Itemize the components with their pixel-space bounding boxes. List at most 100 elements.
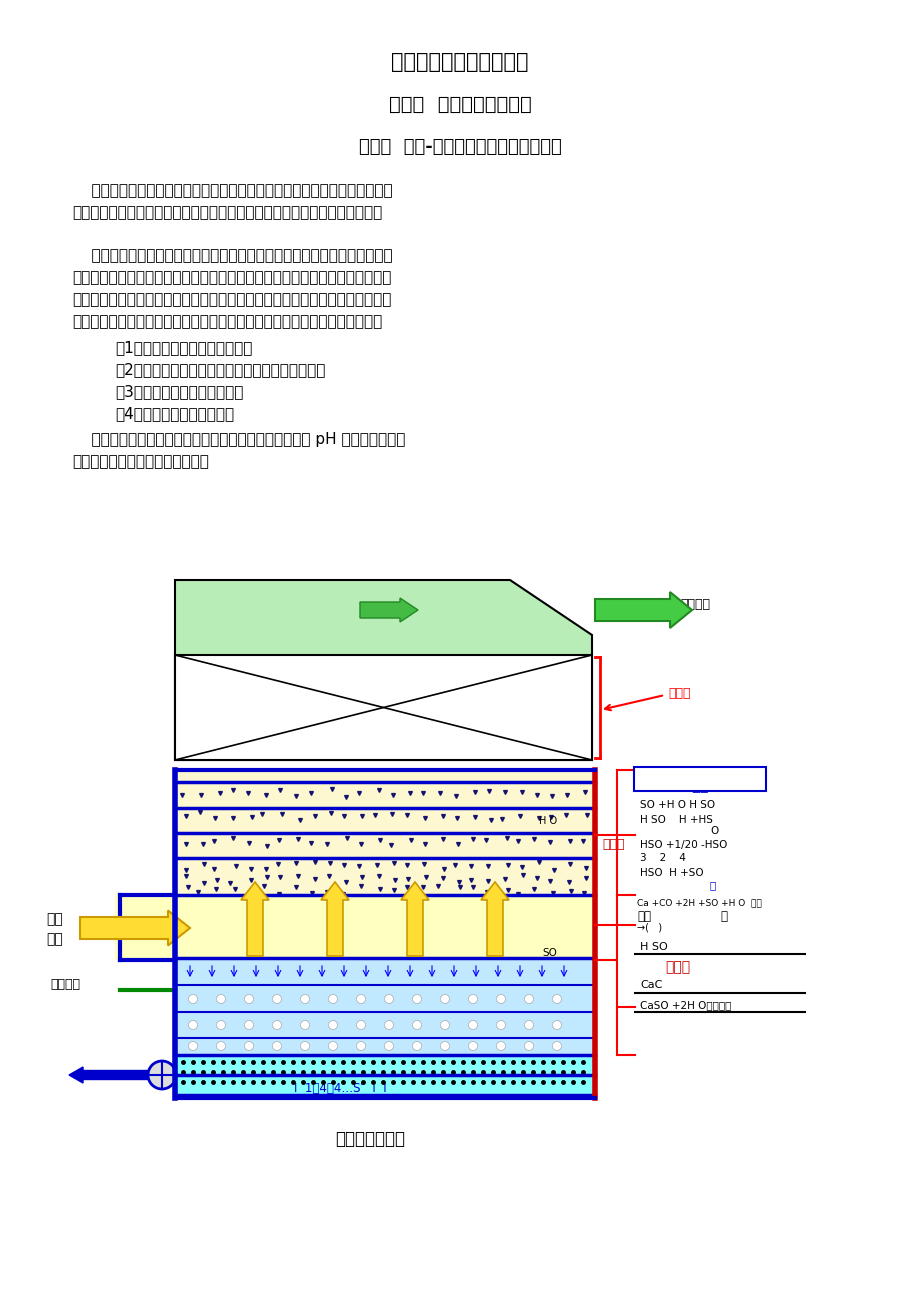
Circle shape [188,1021,198,1030]
Circle shape [328,1042,337,1051]
Circle shape [412,1021,421,1030]
Polygon shape [175,958,595,1055]
FancyArrow shape [321,881,348,956]
Text: （1）混合液加入新鲜的吸收液；: （1）混合液加入新鲜的吸收液； [115,340,252,355]
Text: 除雾器: 除雾器 [667,687,690,700]
Circle shape [328,995,337,1004]
Text: 区二: 区二 [636,910,651,923]
Text: 牛: 牛 [720,910,726,923]
Text: 吸收区: 吸收区 [601,838,624,852]
Text: SO +H O H SO: SO +H O H SO [640,799,714,810]
Circle shape [496,995,505,1004]
Circle shape [272,995,281,1004]
Circle shape [384,1021,393,1030]
Circle shape [440,1021,449,1030]
FancyArrow shape [595,592,691,628]
FancyArrow shape [481,881,508,956]
Circle shape [468,1021,477,1030]
Text: O: O [709,825,718,836]
Circle shape [468,995,477,1004]
Circle shape [496,1021,505,1030]
Text: （2）吸收烟气中的二氧化硫并反应生成亚硫酸钙；: （2）吸收烟气中的二氧化硫并反应生成亚硫酸钙； [115,362,325,378]
Circle shape [440,1042,449,1051]
Text: 新鲜的吸收剂是由石灰加适量的水溶解制备而成，根据 pH 值和二氧化硫负: 新鲜的吸收剂是由石灰加适量的水溶解制备而成，根据 pH 值和二氧化硫负 [72,432,405,447]
Circle shape [216,995,225,1004]
Circle shape [384,1042,393,1051]
Circle shape [412,995,421,1004]
Circle shape [244,1042,254,1051]
FancyArrow shape [241,881,268,956]
Circle shape [552,1042,561,1051]
Circle shape [440,995,449,1004]
Text: CaC: CaC [640,980,662,990]
Circle shape [468,1042,477,1051]
Circle shape [301,995,309,1004]
Circle shape [412,1042,421,1051]
Text: 第一节  石灰-石膏湿法脱硫工艺过程简介: 第一节 石灰-石膏湿法脱硫工艺过程简介 [358,138,561,156]
Text: （3）氧化亚硫酸钙生成石膏；: （3）氧化亚硫酸钙生成石膏； [115,384,244,398]
Text: 荷配定的吸收剂直接加入脱硫塔。: 荷配定的吸收剂直接加入脱硫塔。 [72,454,209,469]
Circle shape [524,1021,533,1030]
Text: 面。这些液滴与塔内烟气逆流接触，发生传质与吸收反应，烟气中的二氧化硫、: 面。这些液滴与塔内烟气逆流接触，发生传质与吸收反应，烟气中的二氧化硫、 [72,270,391,285]
Text: H SO    H +HS: H SO H +HS [640,815,712,825]
Text: SO: SO [542,948,557,958]
Text: 塔底部的氧化区完成并最终形成石膏晶体。该工艺过程布置简单，主要如下：: 塔底部的氧化区完成并最终形成石膏晶体。该工艺过程布置简单，主要如下： [72,314,381,329]
FancyArrow shape [69,1068,148,1083]
Circle shape [216,1042,225,1051]
Text: H SO: H SO [640,943,667,952]
Circle shape [244,995,254,1004]
Polygon shape [175,579,591,760]
Text: 进口: 进口 [47,932,63,947]
Circle shape [384,995,393,1004]
Circle shape [524,995,533,1004]
Text: 第一篇脱硫系统运行规范: 第一篇脱硫系统运行规范 [391,52,528,72]
Polygon shape [115,894,175,960]
Circle shape [301,1021,309,1030]
Text: （4）从吸收液中分离石膏。: （4）从吸收液中分离石膏。 [115,406,233,421]
Text: 烟气出口: 烟气出口 [679,598,709,611]
FancyArrow shape [80,910,190,945]
Text: 吸收液通过喷嘴雾化喷入脱硫塔，分散成细小的液滴并覆盖脱硫塔的整个断: 吸收液通过喷嘴雾化喷入脱硫塔，分散成细小的液滴并覆盖脱硫塔的整个断 [72,247,392,263]
Text: 3    2    4: 3 2 4 [640,853,686,863]
Text: I  1－4－4…S″  i  I: I 1－4－4…S″ i I [293,1082,386,1095]
Polygon shape [175,1055,595,1095]
Polygon shape [175,655,591,760]
Circle shape [357,995,365,1004]
Circle shape [244,1021,254,1030]
Circle shape [216,1021,225,1030]
Text: Ca +CO +2H +SO +H O  氧化: Ca +CO +2H +SO +H O 氧化 [636,898,761,907]
Circle shape [552,995,561,1004]
Text: 第一章  脱硫系统主要特性: 第一章 脱硫系统主要特性 [388,95,531,115]
Text: 烟气: 烟气 [47,911,63,926]
Circle shape [301,1042,309,1051]
Circle shape [328,1021,337,1030]
Circle shape [272,1021,281,1030]
Circle shape [188,1042,198,1051]
Text: 含硫燃料燃烧所产生的烟气中的二氧化硫是对环境及人类有害的物质，因此: 含硫燃料燃烧所产生的烟气中的二氧化硫是对环境及人类有害的物质，因此 [72,184,392,198]
Text: 在烟气排放之前必须采取措施使其中二氧化硫含量降低至允许排放浓度以下。: 在烟气排放之前必须采取措施使其中二氧化硫含量降低至允许排放浓度以下。 [72,204,381,220]
Text: HSO +1/20 -HSO: HSO +1/20 -HSO [640,840,727,850]
Circle shape [496,1042,505,1051]
Circle shape [357,1042,365,1051]
Text: 中和区: 中和区 [664,960,689,974]
Text: 三氧化硫及氯化氢、氟化氢被吸收。二氧化硫吸收产物的氧化和中和反应在脱硫: 三氧化硫及氯化氢、氟化氢被吸收。二氧化硫吸收产物的氧化和中和反应在脱硫 [72,292,391,307]
Text: 吸收过程示意图: 吸收过程示意图 [335,1130,404,1148]
Text: H O: H O [539,816,557,825]
Circle shape [524,1042,533,1051]
Text: HSO  H +SO: HSO H +SO [640,868,706,878]
Text: 吸收: 吸收 [690,779,708,793]
Text: 中: 中 [709,880,716,891]
Text: CaSO +2H O（石膏）: CaSO +2H O（石膏） [640,1000,731,1010]
Circle shape [188,995,198,1004]
Text: 氧化空气: 氧化空气 [50,978,80,991]
Circle shape [552,1021,561,1030]
Circle shape [357,1021,365,1030]
Circle shape [148,1061,176,1088]
Polygon shape [175,894,595,958]
FancyBboxPatch shape [633,767,766,792]
Polygon shape [175,769,595,894]
Text: →(   ): →( ) [636,922,662,932]
FancyArrow shape [359,598,417,622]
FancyArrow shape [401,881,428,956]
Circle shape [272,1042,281,1051]
